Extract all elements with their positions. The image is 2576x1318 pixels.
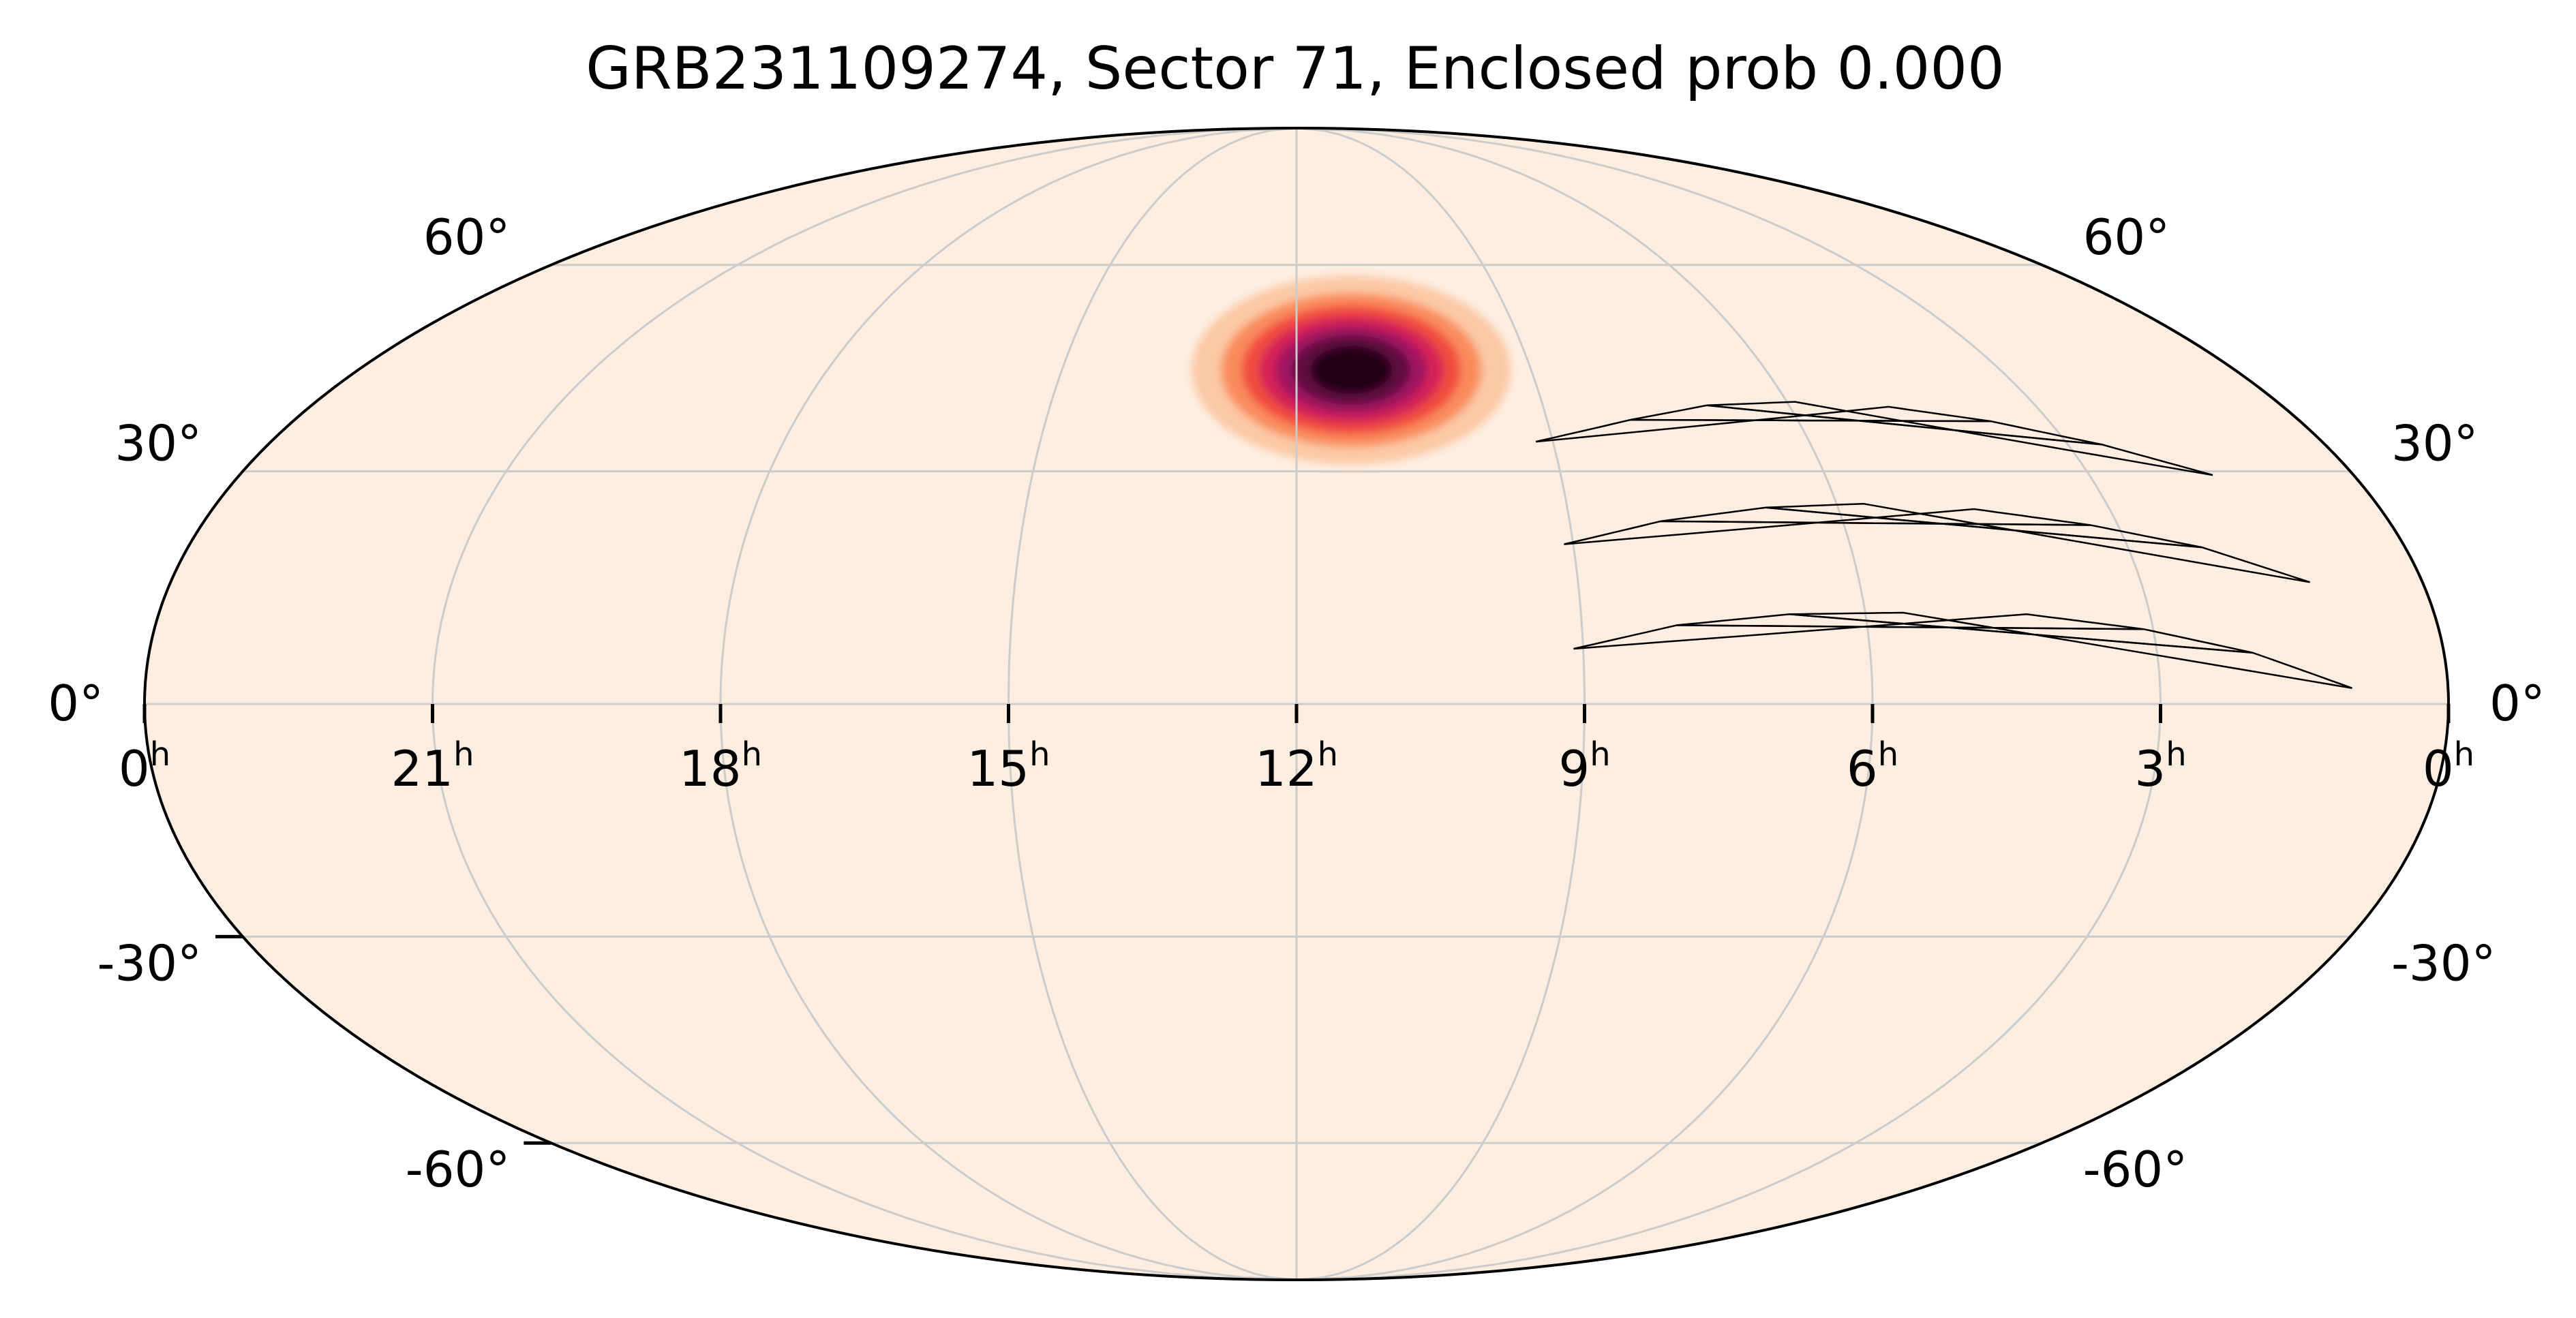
dec-tick-label-right: -30° (2391, 934, 2496, 992)
dec-tick-label-left: 60° (423, 209, 511, 266)
probability-heatmap (1192, 275, 1511, 465)
dec-tick-label-left: -30° (97, 934, 202, 992)
ra-tick-label: 15h (967, 735, 1050, 797)
ra-tick-label: 12h (1255, 735, 1338, 797)
dec-tick-label-right: 60° (2083, 209, 2170, 266)
ra-tick-label: 6h (1847, 735, 1898, 797)
dec-tick-label-left: -60° (406, 1141, 511, 1198)
dec-tick-label-right: -60° (2083, 1141, 2188, 1198)
axis-labels: 0h 21h 18h 15h 12h 9h 6h 3h 0h 60° 60° 30° 30° 0° 0° -3… (48, 209, 2545, 1198)
ra-tick-label: 3h (2134, 735, 2186, 797)
ra-tick-label: 0h (2423, 735, 2474, 797)
dec-tick-label-right: 0° (2489, 675, 2545, 732)
dec-tick-label-right: 30° (2391, 415, 2479, 472)
ccd-footprint-tile (1573, 613, 2144, 650)
chart-title: GRB231109274, Sector 71, Enclosed prob 0… (586, 35, 2005, 103)
ra-tick-label: 21h (391, 735, 474, 797)
axis-ticks (142, 704, 2451, 1145)
tess-sector-footprint (1535, 401, 2353, 690)
ra-tick-label: 0h (119, 735, 170, 797)
dec-tick-label-left: 30° (115, 415, 202, 472)
ra-tick-label: 9h (1558, 735, 1610, 797)
ra-tick-label: 18h (679, 735, 762, 797)
dec-tick-label-left: 0° (48, 675, 104, 732)
ccd-footprint-tile (1535, 405, 1991, 443)
ccd-footprint-tile (1564, 508, 2091, 545)
probability-contour (1311, 346, 1392, 394)
